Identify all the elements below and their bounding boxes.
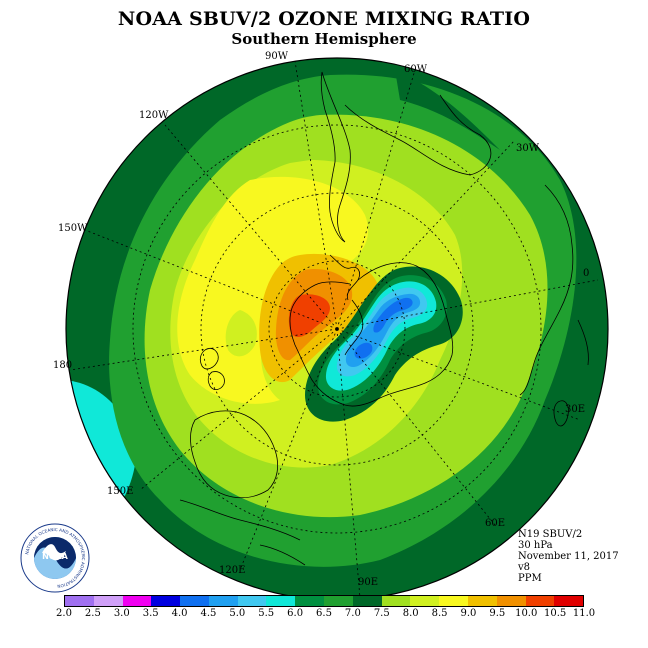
colorbar-swatch	[381, 596, 411, 606]
coastlines	[179, 71, 589, 566]
colorbar-swatch	[410, 596, 440, 606]
lon-label-90w: 90W	[265, 51, 289, 62]
colorbar-tick-label: 6.0	[287, 608, 304, 619]
colorbar-swatch	[151, 596, 181, 606]
colorbar-tick-label: 11.0	[572, 608, 596, 619]
logo-text: NOAA	[42, 552, 68, 561]
lon-label-30w: 30W	[516, 143, 540, 154]
lon-label-150w: 150W	[58, 223, 88, 234]
colorbar-swatch	[554, 596, 584, 606]
lon-label-0: 0	[583, 268, 590, 279]
lon-label-150e: 150E	[107, 486, 134, 497]
lon-label-60e: 60E	[485, 518, 506, 529]
lon-label-180: 180	[53, 360, 73, 371]
colorbar-tick-label: 9.0	[460, 608, 477, 619]
colorbar-swatch	[439, 596, 468, 606]
colorbar-tick-label: 3.0	[113, 608, 130, 619]
noaa-logo: NATIONAL OCEANIC AND ATMOSPHERIC ADMINIS…	[20, 523, 90, 593]
colorbar-swatch	[525, 596, 555, 606]
colorbar-labels: 2.0 2.5 3.0 3.5 4.0 4.5 5.0 5.5 6.0 6.5 7.0 7.5 8.0 8…	[0, 608, 648, 622]
colorbar-tick-label: 2.0	[56, 608, 72, 619]
colorbar-swatch	[496, 596, 526, 606]
colorbar-tick-label: 7.5	[373, 608, 390, 619]
colorbar-tick-label: 5.5	[258, 608, 275, 619]
colorbar-tick-label: 10.5	[543, 608, 567, 619]
date-label: November 11, 2017	[518, 551, 619, 562]
colorbar-tick-label: 4.0	[171, 608, 188, 619]
lon-label-120w: 120W	[139, 110, 169, 121]
colorbar-tick-label: 4.5	[200, 608, 217, 619]
graticule	[69, 60, 599, 599]
colorbar-swatch	[180, 596, 209, 606]
colorbar-swatch	[93, 596, 123, 606]
colorbar-tick-label: 5.0	[229, 608, 246, 619]
lon-label-60w: 60W	[404, 64, 428, 75]
colorbar-tick-label: 3.5	[142, 608, 159, 619]
colorbar-swatch	[208, 596, 238, 606]
colorbar-tick-label: 10.0	[515, 608, 538, 619]
colorbar-tick-label: 6.5	[316, 608, 332, 619]
colorbar-swatch	[266, 596, 296, 606]
colorbar-tick-label: 7.0	[344, 608, 361, 619]
colorbar-tick-label: 8.0	[402, 608, 419, 619]
colorbar-swatch	[237, 596, 267, 606]
colorbar-swatch	[122, 596, 152, 606]
lon-label-90e: 90E	[358, 577, 379, 588]
chart-subtitle: Southern Hemisphere	[231, 30, 417, 48]
colorbar	[64, 595, 584, 607]
chart-title: NOAA SBUV/2 OZONE MIXING RATIO	[117, 8, 531, 30]
colorbar-swatch	[324, 596, 353, 606]
colorbar-tick-label: 2.5	[84, 608, 101, 619]
colorbar-tick-label: 9.5	[489, 608, 506, 619]
colorbar-tick-label: 8.5	[431, 608, 448, 619]
lon-label-120e: 120E	[219, 565, 246, 576]
colorbar-swatch	[295, 596, 325, 606]
satellite-label: N19 SBUV/2	[518, 529, 583, 540]
colorbar-swatch	[467, 596, 497, 606]
version-label: v8	[518, 562, 531, 573]
colorbar-swatch	[65, 596, 94, 606]
info-block: N19 SBUV/2 30 hPa November 11, 2017 v8 P…	[518, 529, 619, 584]
units-label: PPM	[518, 573, 542, 584]
level-label: 30 hPa	[518, 540, 553, 551]
colorbar-swatch	[352, 596, 382, 606]
lon-label-30e: 30E	[565, 404, 586, 415]
